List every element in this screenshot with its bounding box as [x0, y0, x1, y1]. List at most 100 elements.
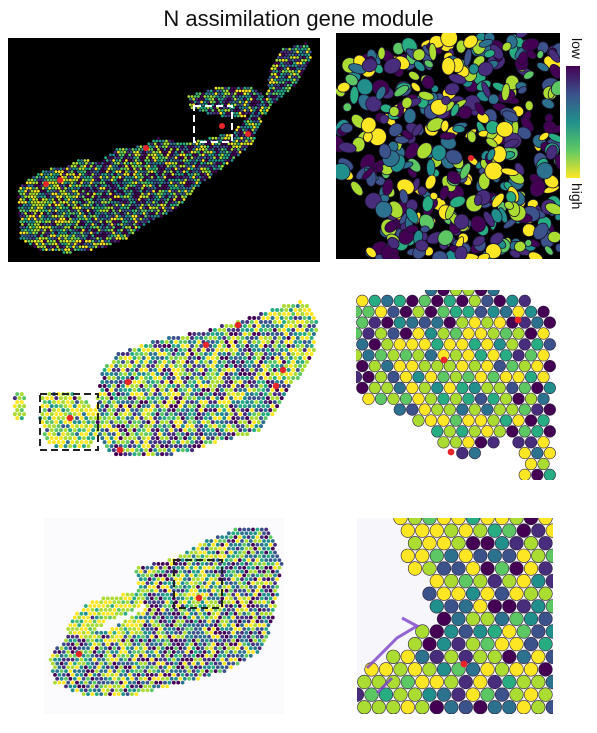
cell [248, 100, 252, 104]
cell [30, 212, 34, 215]
cell [283, 78, 287, 82]
spot [154, 611, 159, 616]
cell [500, 167, 519, 176]
cell [214, 159, 218, 162]
spot [187, 436, 192, 441]
spot [215, 428, 220, 433]
cell [296, 61, 299, 65]
cell [301, 70, 304, 73]
cell [101, 212, 104, 215]
cell [227, 153, 231, 157]
spot [237, 588, 242, 593]
cell [88, 195, 91, 199]
cell [237, 148, 240, 151]
spot [167, 604, 172, 608]
cell [21, 189, 24, 193]
spot [284, 348, 289, 352]
cell [22, 237, 26, 240]
spot [130, 384, 135, 388]
spot [233, 565, 238, 570]
spot [132, 404, 137, 409]
cell [163, 203, 167, 207]
spot [180, 416, 185, 421]
spot [449, 290, 463, 297]
spot [282, 304, 286, 308]
cell [152, 139, 156, 143]
spot [56, 432, 61, 437]
spot [88, 432, 93, 437]
cell [96, 203, 99, 207]
spot [183, 340, 188, 344]
cell [32, 181, 35, 185]
cell [49, 223, 53, 226]
cell [173, 159, 176, 162]
cell [94, 245, 98, 249]
cell [93, 170, 96, 174]
spot [147, 608, 152, 612]
cell [189, 97, 192, 101]
cell [89, 209, 93, 213]
cell [283, 72, 287, 76]
cell [420, 225, 430, 233]
cell [217, 92, 221, 96]
cell [486, 148, 496, 161]
spot [374, 370, 388, 384]
spot [132, 436, 137, 441]
cell [27, 223, 31, 226]
spot [270, 388, 275, 392]
spot [185, 573, 189, 578]
cell [89, 198, 93, 201]
spot [220, 573, 225, 578]
spot [139, 448, 144, 453]
cell [211, 159, 215, 162]
cell [85, 189, 88, 193]
cell [446, 170, 462, 185]
cell [117, 228, 120, 232]
cell [176, 181, 180, 185]
cell [110, 156, 114, 160]
cell [541, 98, 555, 110]
cell [17, 200, 21, 204]
spot [93, 432, 98, 437]
spot [215, 332, 220, 336]
cell [249, 109, 253, 112]
spot [145, 565, 150, 570]
spot [207, 588, 211, 593]
spot [171, 392, 176, 397]
cell [221, 109, 224, 112]
cell [200, 167, 204, 171]
cell [152, 167, 156, 171]
cell [139, 195, 143, 199]
cell [173, 148, 176, 151]
cell [254, 106, 258, 109]
cell [91, 173, 95, 176]
cell [209, 161, 213, 165]
spot [183, 380, 188, 384]
spot [256, 404, 261, 409]
spot [176, 573, 181, 578]
spot [42, 408, 47, 413]
cell [201, 142, 205, 146]
cell [133, 178, 136, 182]
cell [297, 64, 301, 68]
spot [456, 359, 469, 373]
cell [237, 153, 240, 157]
cell [174, 173, 178, 176]
cell [440, 119, 450, 133]
spot [153, 360, 158, 364]
spot [136, 604, 141, 608]
spot [226, 392, 231, 397]
spot [127, 356, 132, 360]
cell [147, 175, 151, 179]
cell [237, 125, 240, 129]
cell [157, 153, 160, 157]
cell [184, 195, 188, 199]
cell [53, 245, 56, 249]
spot [213, 400, 217, 405]
cell [155, 212, 159, 215]
spot [174, 577, 178, 582]
cell [29, 192, 32, 196]
cell [264, 106, 267, 109]
spot [192, 340, 197, 344]
spot [162, 384, 167, 388]
